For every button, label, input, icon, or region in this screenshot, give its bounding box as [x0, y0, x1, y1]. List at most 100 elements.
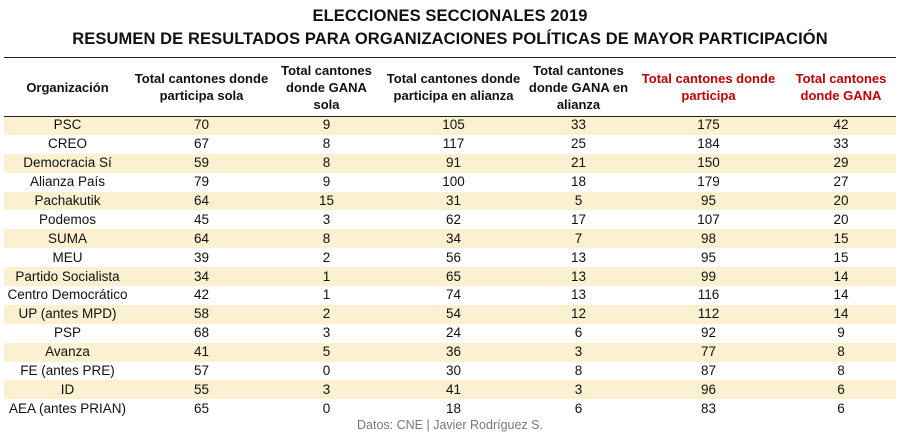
- table-row: CREO 67 8 117 25 184 33: [4, 135, 896, 154]
- cell-organizacion: PSP: [53, 325, 81, 341]
- cell-gana-alianza: 5: [526, 191, 631, 211]
- cell-gana-alianza: 12: [526, 304, 631, 324]
- cell-total-gana: 6: [837, 400, 845, 416]
- cell-gana-sola: 9: [272, 116, 381, 135]
- cell-total-gana: 15: [833, 249, 849, 265]
- cell-total-participa: 98: [631, 229, 786, 249]
- cell-organizacion: AEA (antes PRIAN): [8, 400, 127, 416]
- cell-participa-alianza: 36: [381, 342, 526, 362]
- cell-organizacion: MEU: [52, 249, 83, 265]
- cell-participa-sola: 55: [131, 380, 272, 400]
- table-row: PSP 68 3 24 6 92 9: [4, 324, 896, 343]
- cell-total-gana: 15: [786, 229, 896, 249]
- cell-participa-alianza: 91: [381, 153, 526, 173]
- cell-total-gana: 42: [786, 116, 896, 135]
- cell-participa-alianza: 34: [381, 229, 526, 249]
- table-row: Podemos 45 3 62 17 107 20: [4, 210, 896, 229]
- cell-participa-alianza: 65: [381, 267, 526, 287]
- cell-participa-alianza: 24: [445, 325, 462, 341]
- cell-organizacion: FE (antes PRE): [20, 363, 115, 379]
- cell-total-gana: 29: [786, 153, 896, 173]
- cell-total-participa: 116: [697, 287, 720, 303]
- cell-organizacion: ID: [4, 380, 131, 400]
- table-row: UP (antes MPD) 58 2 54 12 112 14: [4, 304, 896, 324]
- cell-participa-alianza: 54: [381, 304, 526, 324]
- cell-organizacion: Pachakutik: [4, 191, 131, 211]
- cell-organizacion: CREO: [47, 136, 87, 152]
- cell-organizacion: UP (antes MPD): [4, 304, 131, 324]
- cell-total-participa: 184: [697, 136, 720, 152]
- page-subtitle: RESUMEN DE RESULTADOS PARA ORGANIZACIONE…: [72, 30, 828, 48]
- cell-gana-sola: 0: [322, 363, 331, 379]
- cell-gana-sola: 3: [272, 380, 381, 400]
- cell-total-gana: 33: [833, 136, 849, 152]
- cell-gana-sola: 2: [322, 249, 331, 265]
- table-row: PSC 70 9 105 33 175 42: [4, 116, 896, 135]
- cell-participa-sola: 45: [193, 211, 210, 227]
- cell-participa-sola: 42: [193, 287, 210, 303]
- cell-total-gana: 14: [833, 287, 849, 303]
- cell-participa-sola: 58: [131, 304, 272, 324]
- table-row: Democracia Sí 59 8 91 21 150 29: [4, 153, 896, 173]
- cell-total-gana: 27: [833, 174, 849, 190]
- table-body: PSC 70 9 105 33 175 42 CREO 67 8 117 25 184 33 Democra…: [4, 116, 896, 418]
- cell-total-gana: 14: [786, 304, 896, 324]
- cell-participa-sola: 67: [193, 136, 210, 152]
- cell-participa-sola: 57: [193, 363, 210, 379]
- page-title: ELECCIONES SECCIONALES 2019: [312, 7, 588, 25]
- cell-gana-sola: 1: [322, 287, 331, 303]
- cell-participa-alianza: 117: [442, 136, 465, 152]
- cell-participa-sola: 64: [131, 191, 272, 211]
- cell-gana-sola: 3: [322, 325, 331, 341]
- cell-participa-sola: 64: [131, 229, 272, 249]
- header-gana-sola: Total cantones donde GANA sola: [281, 62, 372, 112]
- table-row: MEU 39 2 56 13 95 15: [4, 248, 896, 267]
- cell-participa-alianza: 74: [445, 287, 462, 303]
- cell-total-participa: 107: [697, 211, 720, 227]
- cell-participa-sola: 68: [193, 325, 210, 341]
- cell-participa-alianza: 105: [381, 116, 526, 135]
- cell-gana-sola: 0: [322, 400, 331, 416]
- cell-organizacion: Podemos: [38, 211, 97, 227]
- cell-gana-alianza: 18: [570, 174, 587, 190]
- table-row: ID 55 3 41 3 96 6: [4, 380, 896, 400]
- cell-gana-alianza: 3: [526, 342, 631, 362]
- cell-participa-alianza: 100: [442, 174, 465, 190]
- cell-gana-alianza: 13: [570, 249, 587, 265]
- cell-organizacion: Alianza País: [29, 174, 106, 190]
- cell-total-gana: 9: [837, 325, 845, 341]
- cell-participa-sola: 41: [131, 342, 272, 362]
- cell-participa-alianza: 31: [381, 191, 526, 211]
- cell-gana-alianza: 6: [574, 400, 583, 416]
- cell-gana-sola: 8: [272, 229, 381, 249]
- cell-organizacion: Partido Socialista: [4, 267, 131, 287]
- cell-gana-sola: 2: [272, 304, 381, 324]
- cell-organizacion: Avanza: [4, 342, 131, 362]
- table-row: FE (antes PRE) 57 0 30 8 87 8: [4, 362, 896, 381]
- results-table: Organización Total cantones donde partic…: [4, 58, 896, 418]
- cell-organizacion: PSC: [4, 116, 131, 135]
- cell-total-gana: 6: [786, 380, 896, 400]
- table-row: Pachakutik 64 15 31 5 95 20: [4, 191, 896, 211]
- cell-participa-sola: 59: [131, 153, 272, 173]
- cell-participa-sola: 65: [193, 400, 210, 416]
- cell-gana-alianza: 3: [526, 380, 631, 400]
- cell-gana-alianza: 7: [526, 229, 631, 249]
- cell-total-gana: 8: [837, 363, 845, 379]
- cell-gana-sola: 15: [272, 191, 381, 211]
- header-total-gana: Total cantones donde GANA: [795, 71, 887, 103]
- cell-gana-alianza: 13: [526, 267, 631, 287]
- table-row: Partido Socialista 34 1 65 13 99 14: [4, 267, 896, 287]
- cell-gana-alianza: 17: [570, 211, 587, 227]
- source-note: Datos: CNE | Javier Rodríguez S.: [357, 418, 543, 432]
- cell-total-participa: 87: [700, 363, 717, 379]
- cell-gana-sola: 1: [272, 267, 381, 287]
- table-row: Centro Democrático 42 1 74 13 116 14: [4, 286, 896, 305]
- cell-organizacion: Democracia Sí: [4, 153, 131, 173]
- cell-gana-alianza: 33: [526, 116, 631, 135]
- cell-gana-alianza: 6: [574, 325, 583, 341]
- cell-gana-sola: 8: [322, 136, 331, 152]
- cell-gana-sola: 9: [322, 174, 331, 190]
- cell-participa-alianza: 30: [445, 363, 462, 379]
- header-bottom-rule: [4, 116, 896, 117]
